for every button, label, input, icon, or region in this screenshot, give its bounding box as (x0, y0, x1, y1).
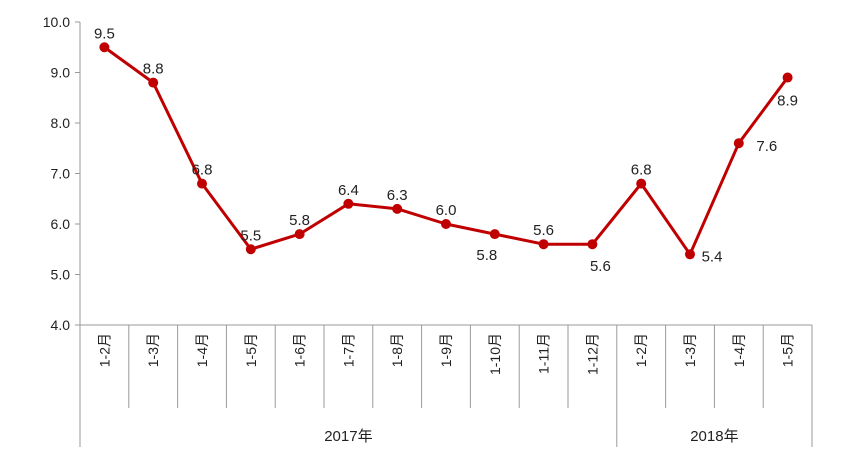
y-tick-label: 4.0 (51, 317, 71, 333)
data-label: 5.6 (533, 222, 554, 239)
data-label: 9.5 (94, 25, 115, 42)
x-group-label: 2018年 (690, 428, 738, 445)
x-tick-label: 1-4月 (731, 333, 747, 367)
data-label: 5.8 (289, 212, 310, 229)
y-tick-label: 5.0 (51, 267, 71, 283)
data-point (392, 203, 403, 214)
y-tick-label: 7.0 (51, 166, 71, 182)
data-point (782, 72, 793, 83)
data-label: 6.8 (631, 162, 652, 179)
data-point (99, 42, 110, 53)
x-tick-label: 1-11月 (536, 333, 552, 374)
y-tick-label: 9.0 (51, 65, 71, 81)
y-axis: 4.0 5.0 6.0 7.0 8.0 9.0 10.0 (43, 14, 81, 447)
data-label: 5.6 (590, 258, 611, 275)
data-label: 8.9 (777, 93, 798, 110)
data-point (685, 249, 695, 260)
data-label: 6.3 (387, 187, 408, 204)
x-group-label: 2017年 (324, 428, 372, 445)
data-label: 5.4 (702, 248, 723, 265)
data-label: 6.8 (192, 162, 213, 179)
x-tick-label: 1-8月 (389, 333, 405, 367)
data-point (733, 138, 744, 149)
x-tick-label: 1-10月 (487, 333, 503, 375)
x-tick-label: 1-9月 (438, 333, 454, 367)
data-label: 6.4 (338, 182, 359, 199)
x-tick-label: 1-5月 (780, 333, 796, 367)
data-point (294, 229, 305, 240)
x-tick-label: 1-6月 (292, 333, 308, 367)
data-label: 7.6 (756, 138, 777, 155)
y-tick-label: 10.0 (43, 14, 70, 30)
data-point (538, 239, 549, 250)
x-tick-label: 1-3月 (145, 333, 161, 367)
x-tick-label: 1-3月 (682, 333, 698, 367)
data-label: 5.5 (240, 227, 261, 244)
data-point (489, 229, 500, 240)
data-point (441, 219, 451, 229)
x-tick-label: 1-4月 (194, 333, 210, 367)
y-tick-label: 6.0 (51, 216, 71, 232)
data-point (197, 178, 207, 189)
data-label: 5.8 (476, 247, 497, 264)
data-point (587, 239, 598, 250)
data-labels: 9.5 8.8 6.8 5.5 5.8 6.4 6.3 6.0 5.8 5.6 5.6 6.8 5.4 7… (94, 25, 798, 275)
x-tick-label: 1-5月 (243, 333, 259, 367)
x-axis: 1-2月 1-3月 1-4月 1-5月 1-6月 1-7月 1-8月 1-9月 1-10月 1-1… (80, 324, 813, 447)
data-point (148, 77, 159, 88)
y-tick-label: 8.0 (51, 115, 71, 131)
data-point (636, 178, 647, 189)
data-point (343, 198, 354, 209)
data-label: 8.8 (143, 61, 164, 78)
x-tick-label: 1-12月 (584, 333, 600, 375)
x-tick-label: 1-2月 (96, 333, 112, 367)
x-tick-label: 1-7月 (340, 333, 356, 367)
data-point (245, 244, 256, 255)
x-tick-label: 1-2月 (633, 333, 649, 367)
series (99, 42, 793, 260)
data-label: 6.0 (436, 202, 457, 219)
